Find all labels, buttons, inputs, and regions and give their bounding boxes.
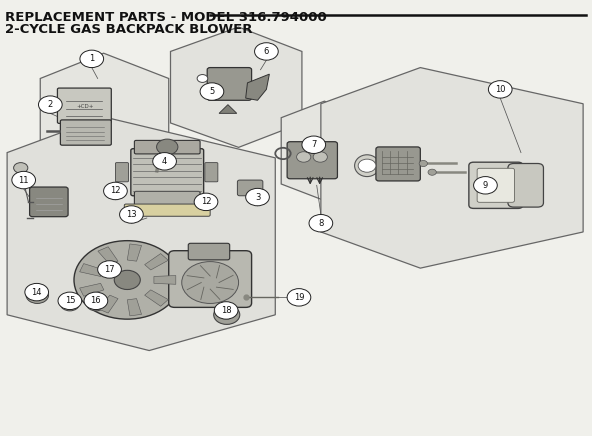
Circle shape — [200, 83, 224, 100]
Text: 2-CYCLE GAS BACKPACK BLOWER: 2-CYCLE GAS BACKPACK BLOWER — [5, 23, 252, 36]
FancyBboxPatch shape — [60, 120, 111, 145]
Text: 6: 6 — [263, 47, 269, 56]
Text: 12: 12 — [201, 198, 211, 206]
Polygon shape — [219, 105, 237, 113]
Circle shape — [419, 160, 427, 167]
Polygon shape — [281, 101, 366, 201]
Circle shape — [84, 292, 108, 310]
Circle shape — [313, 152, 327, 162]
Circle shape — [98, 261, 121, 278]
Circle shape — [287, 289, 311, 306]
Polygon shape — [127, 244, 141, 261]
Circle shape — [214, 302, 238, 319]
Text: 15: 15 — [65, 296, 75, 305]
Text: 5: 5 — [210, 87, 214, 96]
FancyBboxPatch shape — [237, 180, 263, 196]
Circle shape — [309, 215, 333, 232]
Circle shape — [428, 169, 436, 175]
Text: 4: 4 — [162, 157, 167, 166]
Text: 13: 13 — [126, 210, 137, 219]
Text: 19: 19 — [294, 293, 304, 302]
Polygon shape — [80, 283, 104, 296]
Circle shape — [488, 81, 512, 98]
FancyBboxPatch shape — [477, 168, 514, 202]
FancyBboxPatch shape — [188, 243, 230, 260]
Circle shape — [86, 297, 105, 311]
Text: 9: 9 — [483, 181, 488, 190]
Text: 14: 14 — [31, 288, 42, 296]
Text: 10: 10 — [495, 85, 506, 94]
Circle shape — [12, 171, 36, 189]
Ellipse shape — [355, 155, 379, 177]
Circle shape — [246, 188, 269, 206]
Text: 3: 3 — [255, 193, 260, 201]
Text: 1: 1 — [89, 54, 94, 63]
Circle shape — [358, 159, 376, 172]
FancyBboxPatch shape — [115, 163, 128, 182]
Circle shape — [221, 310, 233, 319]
Circle shape — [26, 287, 49, 303]
Circle shape — [65, 300, 75, 307]
Polygon shape — [127, 299, 141, 316]
Polygon shape — [154, 276, 176, 284]
FancyBboxPatch shape — [134, 191, 200, 206]
Circle shape — [74, 241, 181, 319]
Polygon shape — [80, 264, 104, 276]
Text: 18: 18 — [221, 306, 231, 315]
Text: 2: 2 — [48, 100, 53, 109]
Circle shape — [104, 182, 127, 200]
FancyBboxPatch shape — [57, 88, 111, 123]
Text: +CD+: +CD+ — [76, 104, 94, 109]
FancyBboxPatch shape — [134, 140, 200, 154]
Polygon shape — [170, 27, 302, 147]
Polygon shape — [144, 254, 168, 270]
Circle shape — [197, 75, 208, 82]
Circle shape — [58, 292, 82, 310]
Circle shape — [153, 153, 176, 170]
Circle shape — [14, 163, 28, 173]
Circle shape — [80, 50, 104, 68]
FancyBboxPatch shape — [469, 162, 523, 208]
Polygon shape — [7, 117, 275, 351]
Polygon shape — [98, 295, 118, 313]
Polygon shape — [98, 247, 118, 265]
FancyBboxPatch shape — [131, 149, 204, 196]
Polygon shape — [321, 68, 583, 268]
FancyBboxPatch shape — [376, 147, 420, 181]
FancyBboxPatch shape — [205, 163, 218, 182]
Circle shape — [60, 297, 79, 311]
Text: 12: 12 — [110, 187, 121, 195]
Polygon shape — [144, 290, 168, 306]
FancyBboxPatch shape — [508, 164, 543, 207]
Circle shape — [474, 177, 497, 194]
Polygon shape — [40, 53, 169, 174]
Circle shape — [255, 43, 278, 60]
Circle shape — [302, 136, 326, 153]
FancyBboxPatch shape — [169, 251, 252, 307]
FancyBboxPatch shape — [30, 187, 68, 217]
Text: 11: 11 — [18, 176, 29, 184]
Text: 8: 8 — [318, 219, 324, 228]
Text: 7: 7 — [311, 140, 317, 149]
FancyBboxPatch shape — [124, 204, 210, 216]
Circle shape — [182, 262, 239, 303]
Circle shape — [156, 139, 178, 155]
Circle shape — [194, 193, 218, 211]
Text: REPLACEMENT PARTS - MODEL 316.794000: REPLACEMENT PARTS - MODEL 316.794000 — [5, 11, 326, 24]
Text: 17: 17 — [104, 265, 115, 274]
Circle shape — [297, 152, 311, 162]
FancyBboxPatch shape — [287, 142, 337, 179]
Circle shape — [31, 291, 43, 299]
Circle shape — [214, 305, 240, 324]
FancyBboxPatch shape — [207, 68, 252, 100]
Circle shape — [120, 206, 143, 223]
Circle shape — [91, 300, 101, 307]
Circle shape — [38, 96, 62, 113]
Circle shape — [25, 283, 49, 301]
Polygon shape — [246, 74, 269, 100]
Circle shape — [114, 270, 140, 290]
Text: 16: 16 — [91, 296, 101, 305]
